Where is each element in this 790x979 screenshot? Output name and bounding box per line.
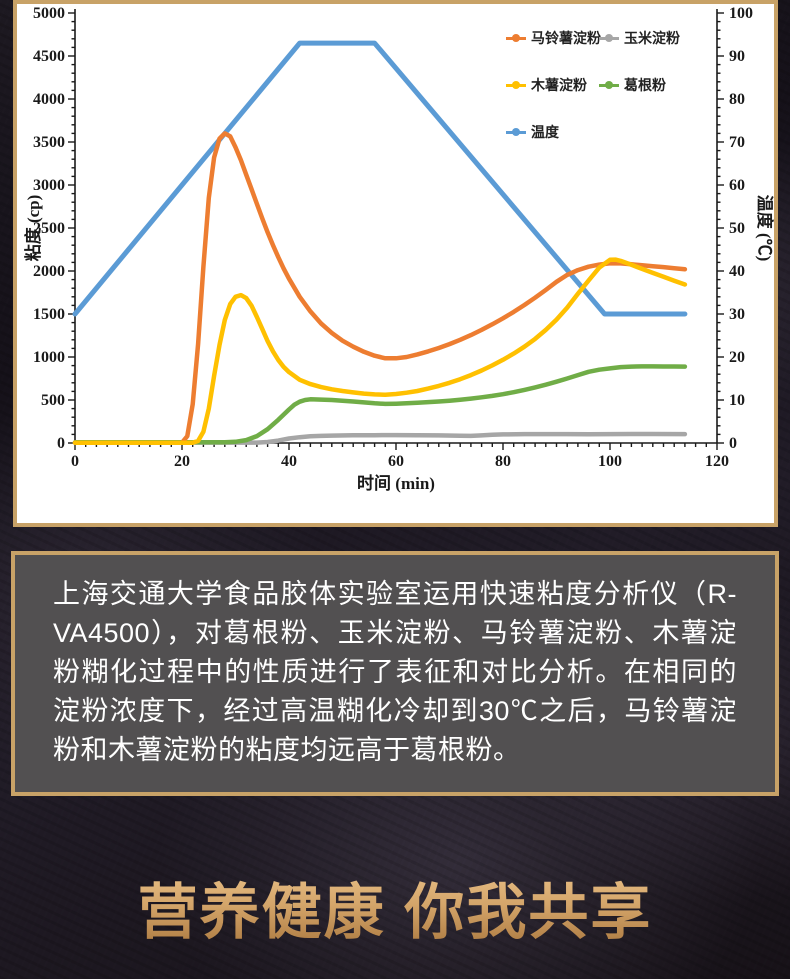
- svg-text:60: 60: [388, 453, 404, 470]
- svg-text:40: 40: [281, 453, 297, 470]
- legend-label: 玉米淀粉: [624, 32, 680, 47]
- svg-text:50: 50: [729, 220, 745, 237]
- svg-text:20: 20: [174, 453, 190, 470]
- svg-text:80: 80: [495, 453, 511, 470]
- left-axis-ticks: [68, 12, 75, 444]
- series-line-1: [72, 431, 688, 445]
- description-text: 上海交通大学食品胶体实验室运用快速粘度分析仪（R-VA4500），对葛根粉、玉米…: [53, 579, 737, 765]
- svg-text:2000: 2000: [33, 263, 65, 280]
- legend-label: 马铃薯淀粉: [531, 32, 601, 47]
- svg-text:120: 120: [705, 453, 729, 470]
- svg-text:100: 100: [598, 453, 622, 470]
- chart-legend: 马铃薯淀粉 玉米淀粉木薯淀粉 葛根粉温度: [506, 28, 680, 142]
- viscosity-temperature-chart: 0500100015002000250030003500400045005000…: [23, 5, 774, 493]
- legend-label: 温度: [531, 126, 559, 141]
- svg-text:0: 0: [71, 453, 79, 470]
- series-line-3: [72, 131, 688, 445]
- legend-item-4: 温度: [506, 122, 599, 142]
- svg-text:90: 90: [729, 48, 745, 65]
- slogan-text: 营养健康 你我共享: [0, 864, 790, 951]
- x-axis-labels: 0 20 40 60 80 100 120: [71, 453, 729, 470]
- svg-text:70: 70: [729, 134, 745, 151]
- svg-text:2500: 2500: [33, 220, 65, 237]
- svg-text:3500: 3500: [33, 134, 65, 151]
- svg-text:10: 10: [729, 392, 745, 409]
- svg-text:80: 80: [729, 91, 745, 108]
- legend-item-3: 葛根粉: [599, 75, 680, 95]
- legend-label: 葛根粉: [624, 79, 666, 94]
- svg-text:30: 30: [729, 306, 745, 323]
- svg-text:20: 20: [729, 349, 745, 366]
- chart-panel: 0 500 1000 1500 2000 2500 3000 3500 4000 4500 5000…: [13, 0, 778, 527]
- x-axis-title: 时间 (min): [357, 473, 435, 493]
- svg-text:100: 100: [729, 5, 753, 22]
- legend-marker-icon: [599, 33, 619, 42]
- legend-marker-icon: [506, 33, 526, 42]
- svg-text:3000: 3000: [33, 177, 65, 194]
- svg-text:5000: 5000: [33, 5, 65, 22]
- legend-marker-icon: [506, 127, 526, 136]
- legend-item-2: 木薯淀粉: [506, 75, 599, 95]
- right-axis-labels: 0 10 20 30 40 50 60 70 80 90 100: [729, 5, 753, 452]
- legend-marker-icon: [599, 80, 619, 89]
- svg-text:4500: 4500: [33, 48, 65, 65]
- svg-text:40: 40: [729, 263, 745, 280]
- right-axis-ticks: [717, 12, 724, 444]
- series-line-4: [72, 257, 688, 446]
- legend-item-1: 玉米淀粉: [599, 28, 680, 48]
- svg-text:4000: 4000: [33, 91, 65, 108]
- legend-item-0: 马铃薯淀粉: [506, 28, 601, 48]
- svg-text:1000: 1000: [33, 349, 65, 366]
- series-line-2: [72, 364, 688, 445]
- svg-text:60: 60: [729, 177, 745, 194]
- svg-text:0: 0: [57, 435, 65, 452]
- legend-label: 木薯淀粉: [531, 79, 587, 94]
- right-axis-title: 温度 (℃): [755, 195, 774, 262]
- svg-text:500: 500: [41, 392, 65, 409]
- svg-text:1500: 1500: [33, 306, 65, 323]
- left-axis-title: 粘度 (cp): [23, 195, 43, 262]
- legend-marker-icon: [506, 80, 526, 89]
- description-box: 上海交通大学食品胶体实验室运用快速粘度分析仪（R-VA4500），对葛根粉、玉米…: [11, 551, 779, 796]
- left-axis-labels: 0 500 1000 1500 2000 2500 3000 3500 4000 4500 5000: [33, 5, 65, 452]
- svg-text:0: 0: [729, 435, 737, 452]
